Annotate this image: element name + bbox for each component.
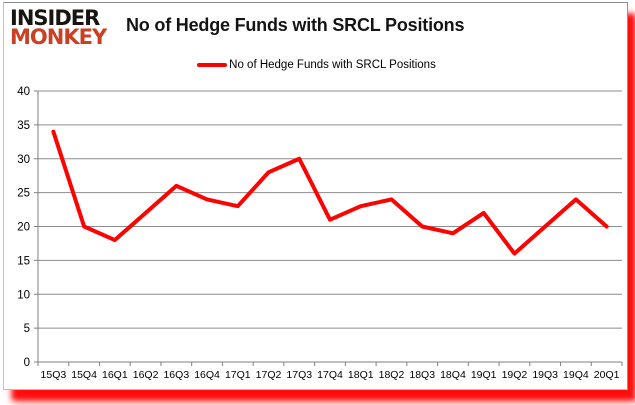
- x-axis-label: 16Q2: [133, 369, 159, 381]
- x-axis-label: 19Q3: [532, 369, 558, 381]
- chart-widget: INSIDER MONKEY No of Hedge Funds with SR…: [3, 2, 628, 390]
- y-axis-label: 35: [17, 120, 30, 132]
- y-axis-label: 15: [17, 255, 30, 267]
- chart-title: No of Hedge Funds with SRCL Positions: [126, 15, 465, 35]
- logo-line-insider: INSIDER: [10, 6, 100, 30]
- plot-svg: 0 5 10 15 20 25 30 35 40 15Q3 15Q4 16Q1 16Q2 16Q3 16Q4…: [17, 86, 623, 381]
- x-axis-label: 16Q1: [102, 369, 128, 381]
- y-axis-label: 25: [17, 188, 30, 200]
- x-axis-label: 18Q4: [440, 369, 466, 381]
- y-axis-label: 0: [24, 357, 30, 369]
- y-axis-label: 30: [17, 154, 30, 166]
- x-axis-label: 18Q2: [379, 369, 405, 381]
- x-axis-label: 19Q4: [563, 369, 589, 381]
- x-axis-label: 18Q3: [409, 369, 435, 381]
- x-axis-label: 18Q1: [348, 369, 374, 381]
- logo-line-monkey: MONKEY: [10, 25, 107, 49]
- y-axis-label: 40: [17, 86, 30, 98]
- x-axis-label: 17Q3: [286, 369, 312, 381]
- legend: No of Hedge Funds with SRCL Positions: [4, 59, 629, 71]
- x-axis-label: 16Q3: [163, 369, 189, 381]
- x-axis-label: 15Q4: [71, 369, 97, 381]
- legend-line-swatch-icon: [197, 63, 228, 67]
- y-axis-label: 10: [17, 289, 30, 301]
- x-axis-label: 17Q4: [317, 369, 343, 381]
- x-axis-label: 15Q3: [41, 369, 67, 381]
- x-axis-label: 19Q2: [502, 369, 528, 381]
- x-axis-label: 20Q1: [594, 369, 620, 381]
- insider-monkey-logo: INSIDER MONKEY: [10, 8, 118, 48]
- y-axis-label: 5: [24, 323, 30, 335]
- x-axis-label: 19Q1: [471, 369, 497, 381]
- y-axis-label: 20: [17, 222, 30, 234]
- series-line: [51, 129, 609, 256]
- x-axis-label: 17Q1: [225, 369, 251, 381]
- x-axis-label: 17Q2: [256, 369, 282, 381]
- legend-label: No of Hedge Funds with SRCL Positions: [229, 59, 436, 71]
- x-axis-label: 16Q4: [194, 369, 220, 381]
